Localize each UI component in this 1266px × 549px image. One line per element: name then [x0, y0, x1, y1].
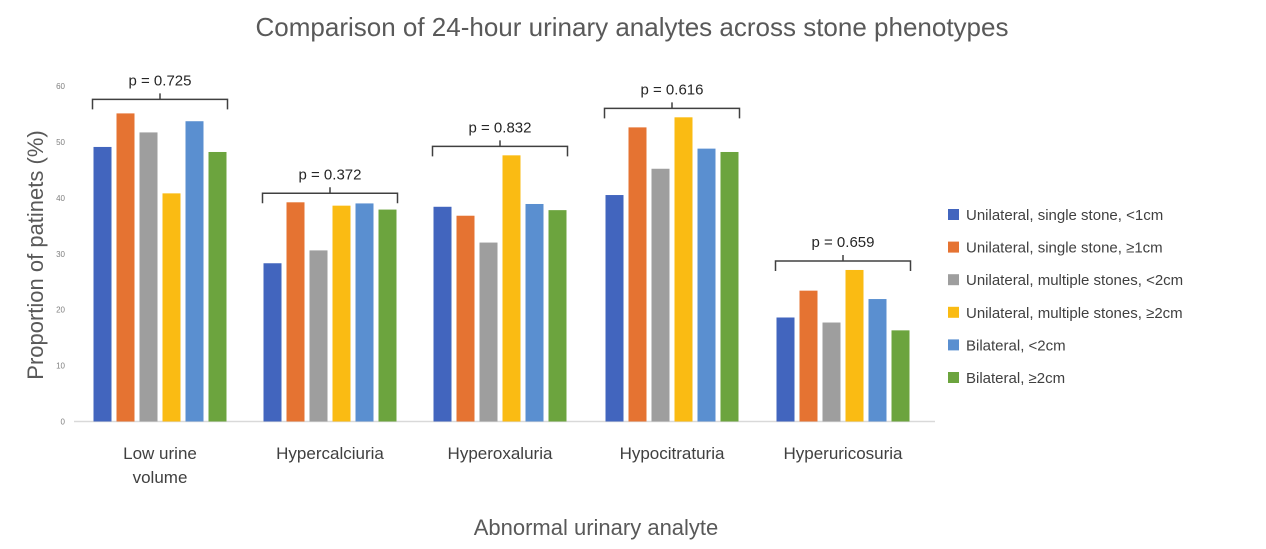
significance-bracket [774, 254, 912, 271]
category-label: Low urine [123, 444, 197, 463]
bar-1-3 [332, 205, 351, 422]
bar-1-5 [378, 209, 397, 422]
y-tick-label: 50 [56, 138, 65, 147]
bar-0-4 [185, 121, 204, 422]
bar-4-4 [868, 299, 887, 422]
bar-3-3 [674, 117, 693, 422]
y-axis-label: Proportion of patinets (%) [23, 130, 48, 379]
category-label: volume [133, 468, 188, 487]
bar-0-5 [208, 151, 227, 422]
y-tick-label: 40 [56, 194, 65, 203]
bar-4-5 [891, 330, 910, 422]
legend-swatch [948, 209, 959, 220]
legend: Unilateral, single stone, <1cm Unilateral… [948, 207, 1183, 387]
bar-0-3 [162, 193, 181, 422]
p-value-label: p = 0.725 [129, 72, 192, 89]
bar-2-1 [456, 215, 475, 422]
bar-2-3 [502, 155, 521, 422]
legend-swatch [948, 274, 959, 286]
bar-3-2 [651, 168, 670, 422]
significance-bracket [91, 93, 229, 110]
category-label: Hyperuricosuria [783, 444, 903, 463]
p-value-label: p = 0.659 [812, 234, 875, 251]
legend-label: Unilateral, single stone, ≥1cm [966, 240, 1163, 257]
legend-swatch [948, 372, 959, 383]
legend-label: Unilateral, multiple stones, ≥2cm [966, 305, 1183, 322]
category-label: Hypocitraturia [620, 444, 725, 463]
bar-4-2 [822, 322, 841, 422]
p-value-label: p = 0.616 [641, 81, 704, 98]
bar-3-0 [605, 195, 624, 422]
significance-bracket [603, 102, 741, 119]
bar-1-0 [263, 263, 282, 422]
bar-2-4 [525, 203, 544, 422]
bar-0-1 [116, 113, 135, 422]
bar-4-0 [776, 317, 795, 422]
legend-label: Unilateral, multiple stones, <2cm [966, 272, 1183, 289]
bar-4-3 [845, 269, 864, 422]
bar-3-1 [628, 127, 647, 422]
plot-area: 0 10 20 30 40 50 60 p = 0.725 Low urine volume p =… [56, 72, 935, 487]
category-label: Hypercalciuria [276, 444, 384, 463]
y-tick-label: 0 [61, 418, 66, 427]
p-value-label: p = 0.372 [299, 166, 362, 183]
category-label: Hyperoxaluria [448, 444, 553, 463]
legend-swatch [948, 241, 959, 253]
legend-swatch [948, 339, 959, 351]
bar-1-2 [309, 250, 328, 422]
significance-bracket [431, 140, 569, 157]
bar-0-2 [139, 132, 158, 422]
bar-2-0 [433, 206, 452, 422]
bar-3-5 [720, 151, 739, 422]
significance-bracket [261, 187, 399, 204]
y-tick-label: 20 [56, 306, 65, 315]
legend-label: Bilateral, ≥2cm [966, 370, 1065, 387]
bar-2-5 [548, 210, 567, 422]
bar-0-0 [93, 146, 112, 422]
p-value-label: p = 0.832 [469, 119, 532, 136]
chart-title: Comparison of 24-hour urinary analytes a… [256, 12, 1009, 42]
y-tick-label: 30 [56, 250, 65, 259]
legend-label: Bilateral, <2cm [966, 337, 1066, 354]
x-axis-label: Abnormal urinary analyte [474, 515, 719, 540]
bar-4-1 [799, 290, 818, 422]
bar-1-1 [286, 202, 305, 422]
legend-swatch [948, 306, 959, 318]
bar-3-4 [697, 148, 716, 422]
y-tick-label: 60 [56, 82, 65, 91]
bar-2-2 [479, 242, 498, 422]
bar-1-4 [355, 203, 374, 422]
legend-label: Unilateral, single stone, <1cm [966, 207, 1163, 224]
y-tick-label: 10 [56, 362, 65, 371]
